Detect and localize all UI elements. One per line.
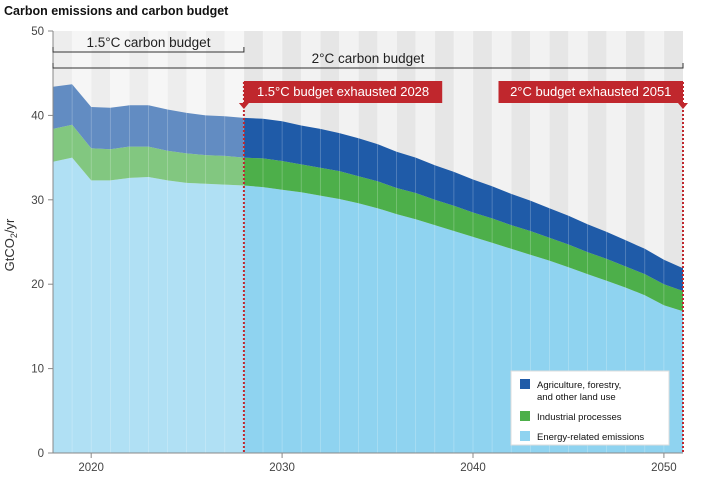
y-tick-label: 30 [31, 195, 44, 207]
legend-swatch [520, 431, 530, 441]
pre-2028-overlay [53, 31, 244, 453]
x-tick-label: 2050 [651, 462, 677, 474]
y-tick-label: 0 [38, 448, 44, 460]
budget-flag-label: 2°C budget exhausted 2051 [510, 84, 671, 99]
legend-swatch [520, 411, 530, 421]
legend-swatch [520, 379, 530, 389]
budget-label: 2°C carbon budget [312, 51, 425, 66]
budget-markers: 1.5°C budget exhausted 2028 2°C budget ex… [238, 81, 688, 453]
area-industrial-processes [53, 124, 683, 312]
budget-flag [243, 81, 443, 103]
x-tick-label: 2020 [78, 462, 104, 474]
legend-label: and other land use [537, 392, 616, 403]
budget-flag-pointer [238, 103, 249, 109]
y-tick-label: 50 [31, 26, 44, 38]
area-agriculture-forestry-and-other-land-use [53, 84, 683, 291]
budget-label: 1.5°C carbon budget [86, 35, 210, 50]
budget-flag-pointer [678, 103, 688, 109]
budget-bracket [52, 63, 684, 69]
y-axis-label: GtCO2/yr [2, 218, 19, 271]
x-tick-label: 2030 [269, 462, 295, 474]
chart-title: Carbon emissions and carbon budget [4, 4, 229, 18]
legend-label: Agriculture, forestry, [537, 380, 621, 391]
budget-flag-label: 1.5°C budget exhausted 2028 [257, 84, 429, 99]
budget-bracket [52, 47, 245, 53]
legend: Agriculture, forestry,and other land use… [510, 370, 670, 446]
y-tick-label: 10 [31, 364, 44, 376]
legend-label: Energy-related emissions [537, 432, 644, 443]
budget-brackets: 1.5°C carbon budget 2°C carbon budget [52, 35, 684, 69]
y-tick-label: 20 [31, 279, 44, 291]
x-tick-label: 2040 [460, 462, 486, 474]
y-tick-label: 40 [31, 110, 44, 122]
legend-label: Industrial processes [537, 412, 622, 423]
budget-flag [498, 81, 683, 103]
legend-box [510, 370, 670, 446]
